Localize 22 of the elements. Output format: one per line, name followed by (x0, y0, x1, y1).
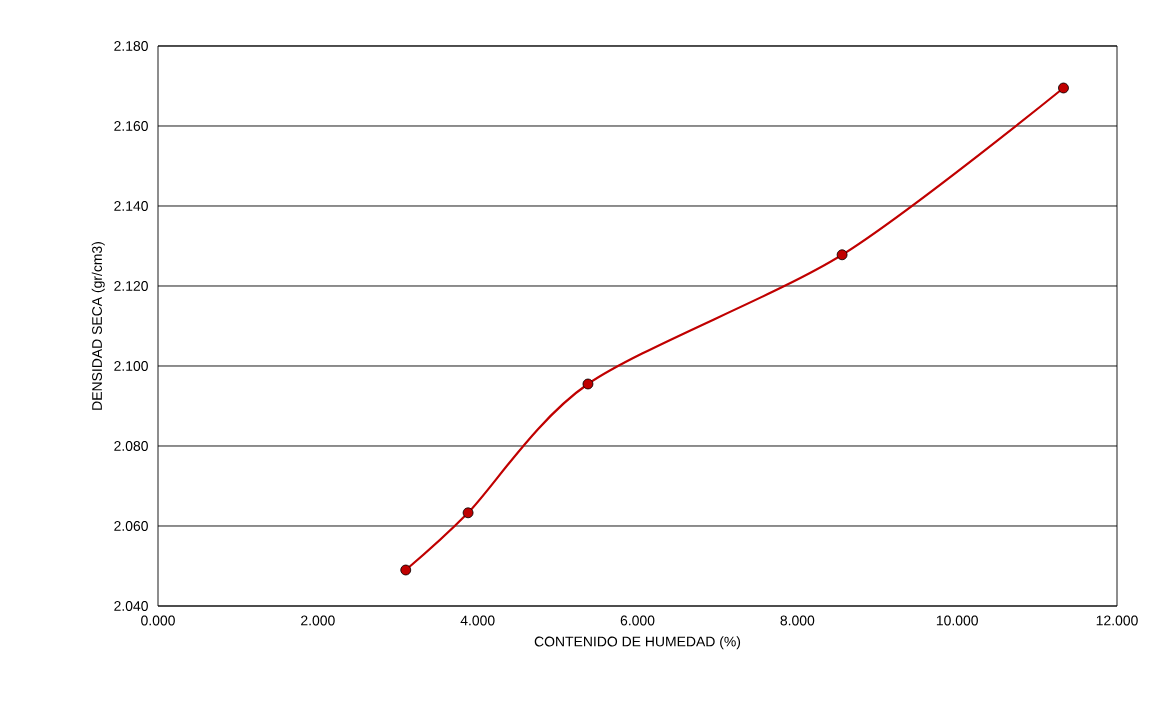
x-tick-label: 12.000 (1096, 615, 1138, 626)
y-tick-label: 2.160 (114, 121, 148, 131)
x-tick-label: 6.000 (620, 615, 655, 626)
x-tick-label: 0.000 (141, 615, 175, 626)
point (400, 564, 412, 576)
y-tick-label: 2.140 (114, 201, 148, 211)
point (836, 249, 848, 261)
x-tick-label: 10.000 (936, 615, 978, 626)
x-tick-label: 4.000 (460, 615, 495, 626)
x-axis-title: CONTENIDO DE HUMEDAD (%) (534, 636, 741, 650)
y-axis-title: DENSIDAD SECA (gr/cm3) (91, 242, 105, 410)
x-tick-label: 8.000 (780, 615, 815, 626)
y-tick-label: 2.120 (114, 281, 148, 291)
y-tick-label: 2.040 (114, 601, 148, 611)
point (462, 507, 474, 519)
point (582, 378, 594, 390)
y-tick-label: 2.080 (114, 441, 148, 451)
point (1058, 82, 1069, 94)
x-tick-label: 2.000 (301, 615, 335, 626)
y-tick-label: 2.100 (114, 361, 148, 371)
y-tick-label: 2.180 (114, 41, 148, 51)
y-tick-label: 2.060 (114, 521, 148, 531)
